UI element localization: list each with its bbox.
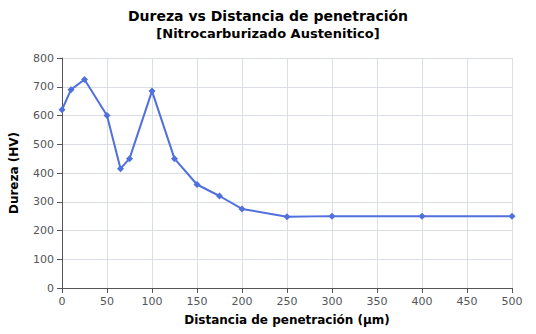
svg-text:400: 400 [33, 167, 54, 180]
svg-text:0: 0 [47, 282, 54, 295]
svg-text:300: 300 [33, 195, 54, 208]
svg-text:800: 800 [33, 52, 54, 65]
svg-text:450: 450 [457, 295, 478, 308]
svg-text:Distancia de penetración (μm): Distancia de penetración (μm) [184, 313, 390, 327]
svg-text:0: 0 [59, 295, 66, 308]
svg-text:100: 100 [142, 295, 163, 308]
svg-text:Dureza vs Distancia de penetra: Dureza vs Distancia de penetración [128, 8, 408, 24]
svg-text:350: 350 [367, 295, 388, 308]
svg-text:200: 200 [232, 295, 253, 308]
svg-text:500: 500 [33, 138, 54, 151]
svg-text:700: 700 [33, 80, 54, 93]
svg-text:500: 500 [502, 295, 523, 308]
svg-text:Dureza (HV): Dureza (HV) [7, 132, 21, 214]
svg-text:300: 300 [322, 295, 343, 308]
svg-text:400: 400 [412, 295, 433, 308]
svg-text:250: 250 [277, 295, 298, 308]
svg-text:600: 600 [33, 109, 54, 122]
svg-text:150: 150 [187, 295, 208, 308]
svg-text:100: 100 [33, 253, 54, 266]
svg-text:50: 50 [100, 295, 114, 308]
svg-text:[Nitrocarburizado Austenitico]: [Nitrocarburizado Austenitico] [156, 26, 379, 41]
svg-text:200: 200 [33, 224, 54, 237]
